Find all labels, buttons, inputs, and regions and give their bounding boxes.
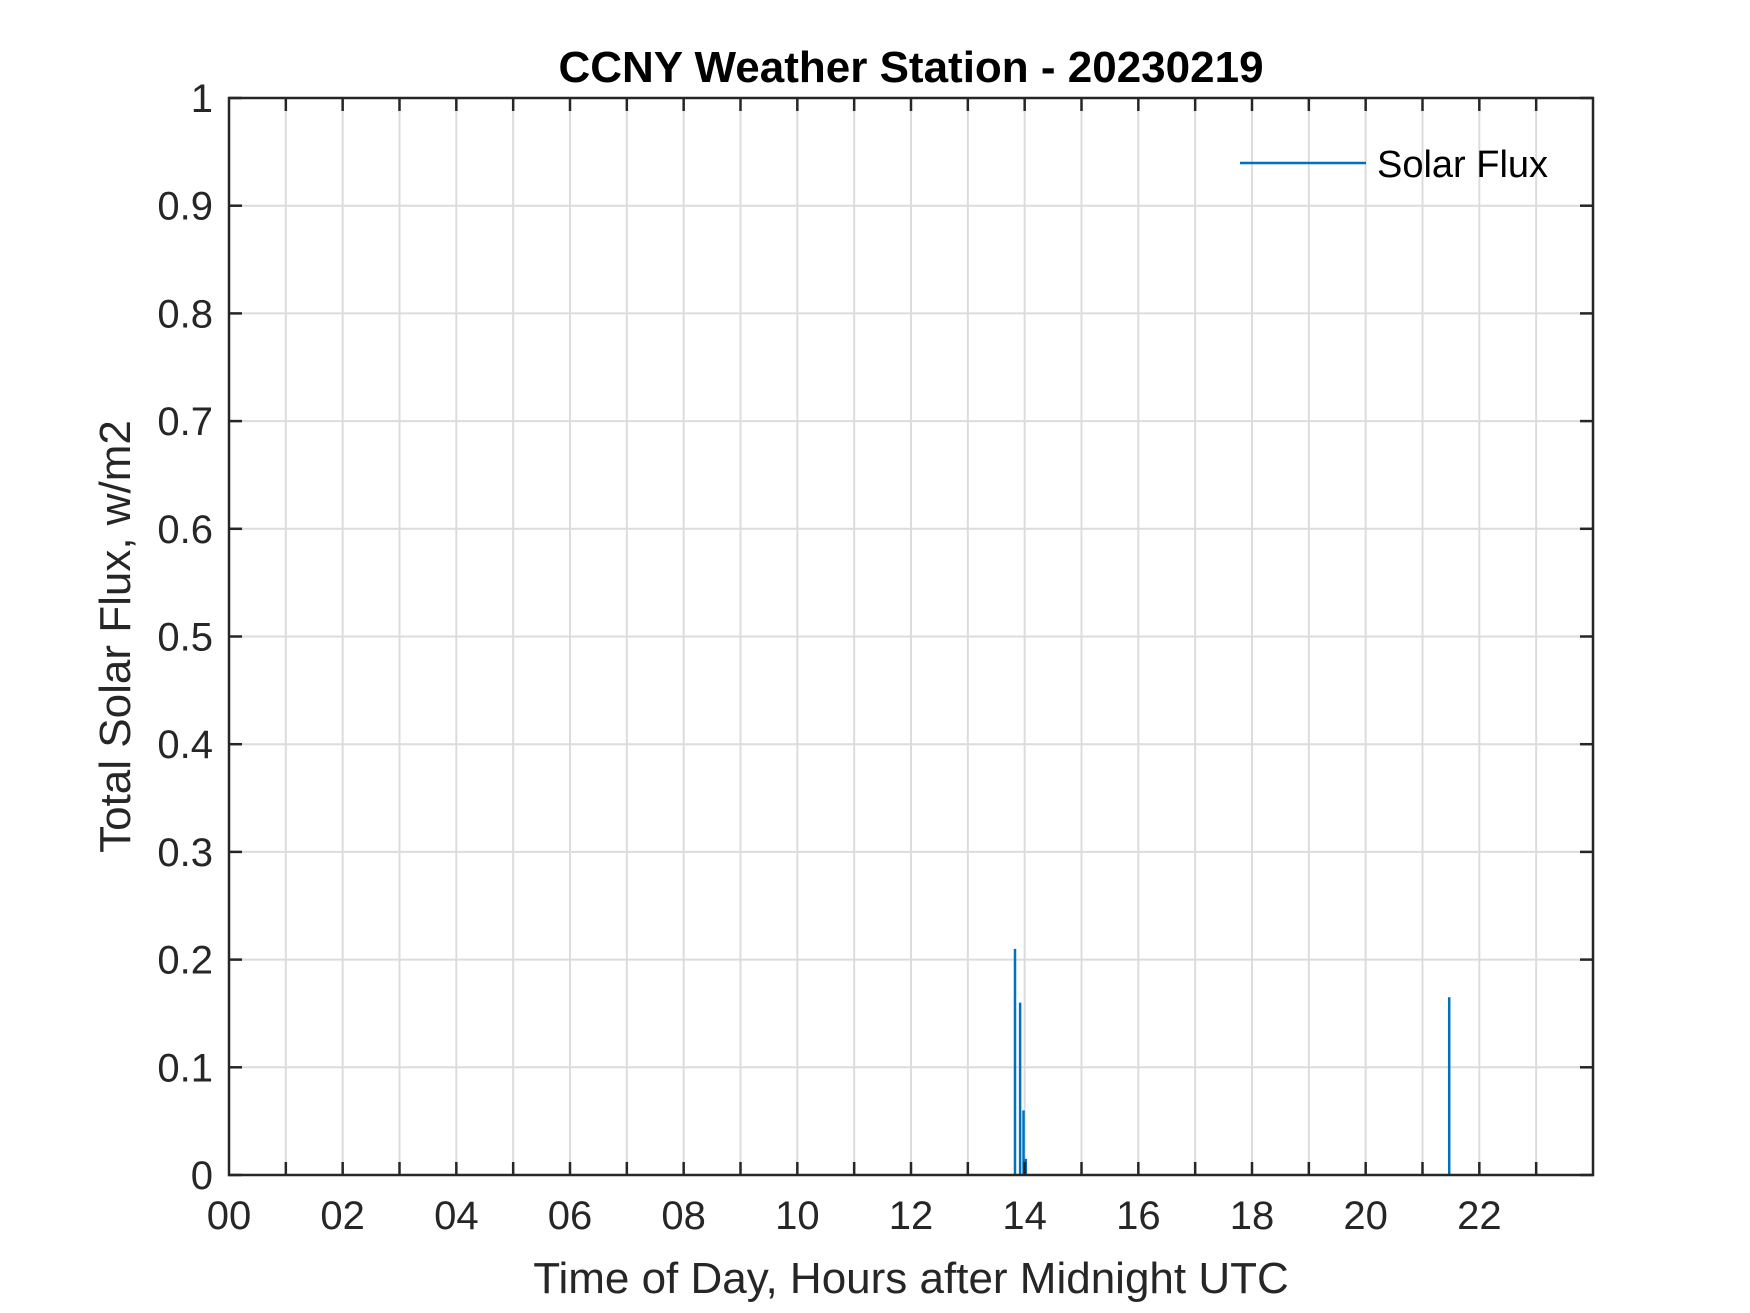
- y-tick-label: 0.2: [157, 939, 213, 983]
- x-tick-label: 16: [1116, 1194, 1161, 1238]
- x-tick-label: 04: [434, 1194, 479, 1238]
- y-tick-label: 0.1: [157, 1046, 213, 1090]
- x-tick-label: 12: [889, 1194, 934, 1238]
- x-tick-label: 18: [1230, 1194, 1275, 1238]
- x-tick-label: 20: [1343, 1194, 1388, 1238]
- series-solar-flux: [1013, 948, 1451, 1175]
- x-tick-label: 00: [207, 1194, 252, 1238]
- y-tick-label: 1: [191, 77, 213, 121]
- x-tick-label: 08: [661, 1194, 706, 1238]
- legend-label-solar-flux: Solar Flux: [1377, 144, 1548, 186]
- x-tick-label: 02: [320, 1194, 365, 1238]
- y-axis-label: Total Solar Flux, w/m2: [91, 420, 140, 853]
- grid-lines: [229, 98, 1593, 1175]
- x-axis-label: Time of Day, Hours after Midnight UTC: [533, 1254, 1289, 1303]
- y-tick-label: 0.5: [157, 616, 213, 660]
- chart-title: CCNY Weather Station - 20230219: [558, 43, 1263, 92]
- y-tick-label: 0.8: [157, 292, 213, 336]
- y-tick-label: 0.3: [157, 831, 213, 875]
- y-tick-label: 0.6: [157, 508, 213, 552]
- x-tick-label: 22: [1457, 1194, 1502, 1238]
- x-tick-label: 10: [775, 1194, 820, 1238]
- x-tick-label: 14: [1002, 1194, 1047, 1238]
- legend: Solar Flux: [1240, 144, 1548, 186]
- x-tick-label: 06: [548, 1194, 593, 1238]
- y-tick-label: 0.4: [157, 723, 213, 767]
- y-tick-label: 0: [191, 1154, 213, 1198]
- ticks: 00 02 04 06 08 10 12 14 16 18 20 22 0 0.1 0.2 0.3 0.4 0.5…: [157, 77, 1593, 1238]
- y-tick-label: 0.9: [157, 185, 213, 229]
- y-tick-label: 0.7: [157, 400, 213, 444]
